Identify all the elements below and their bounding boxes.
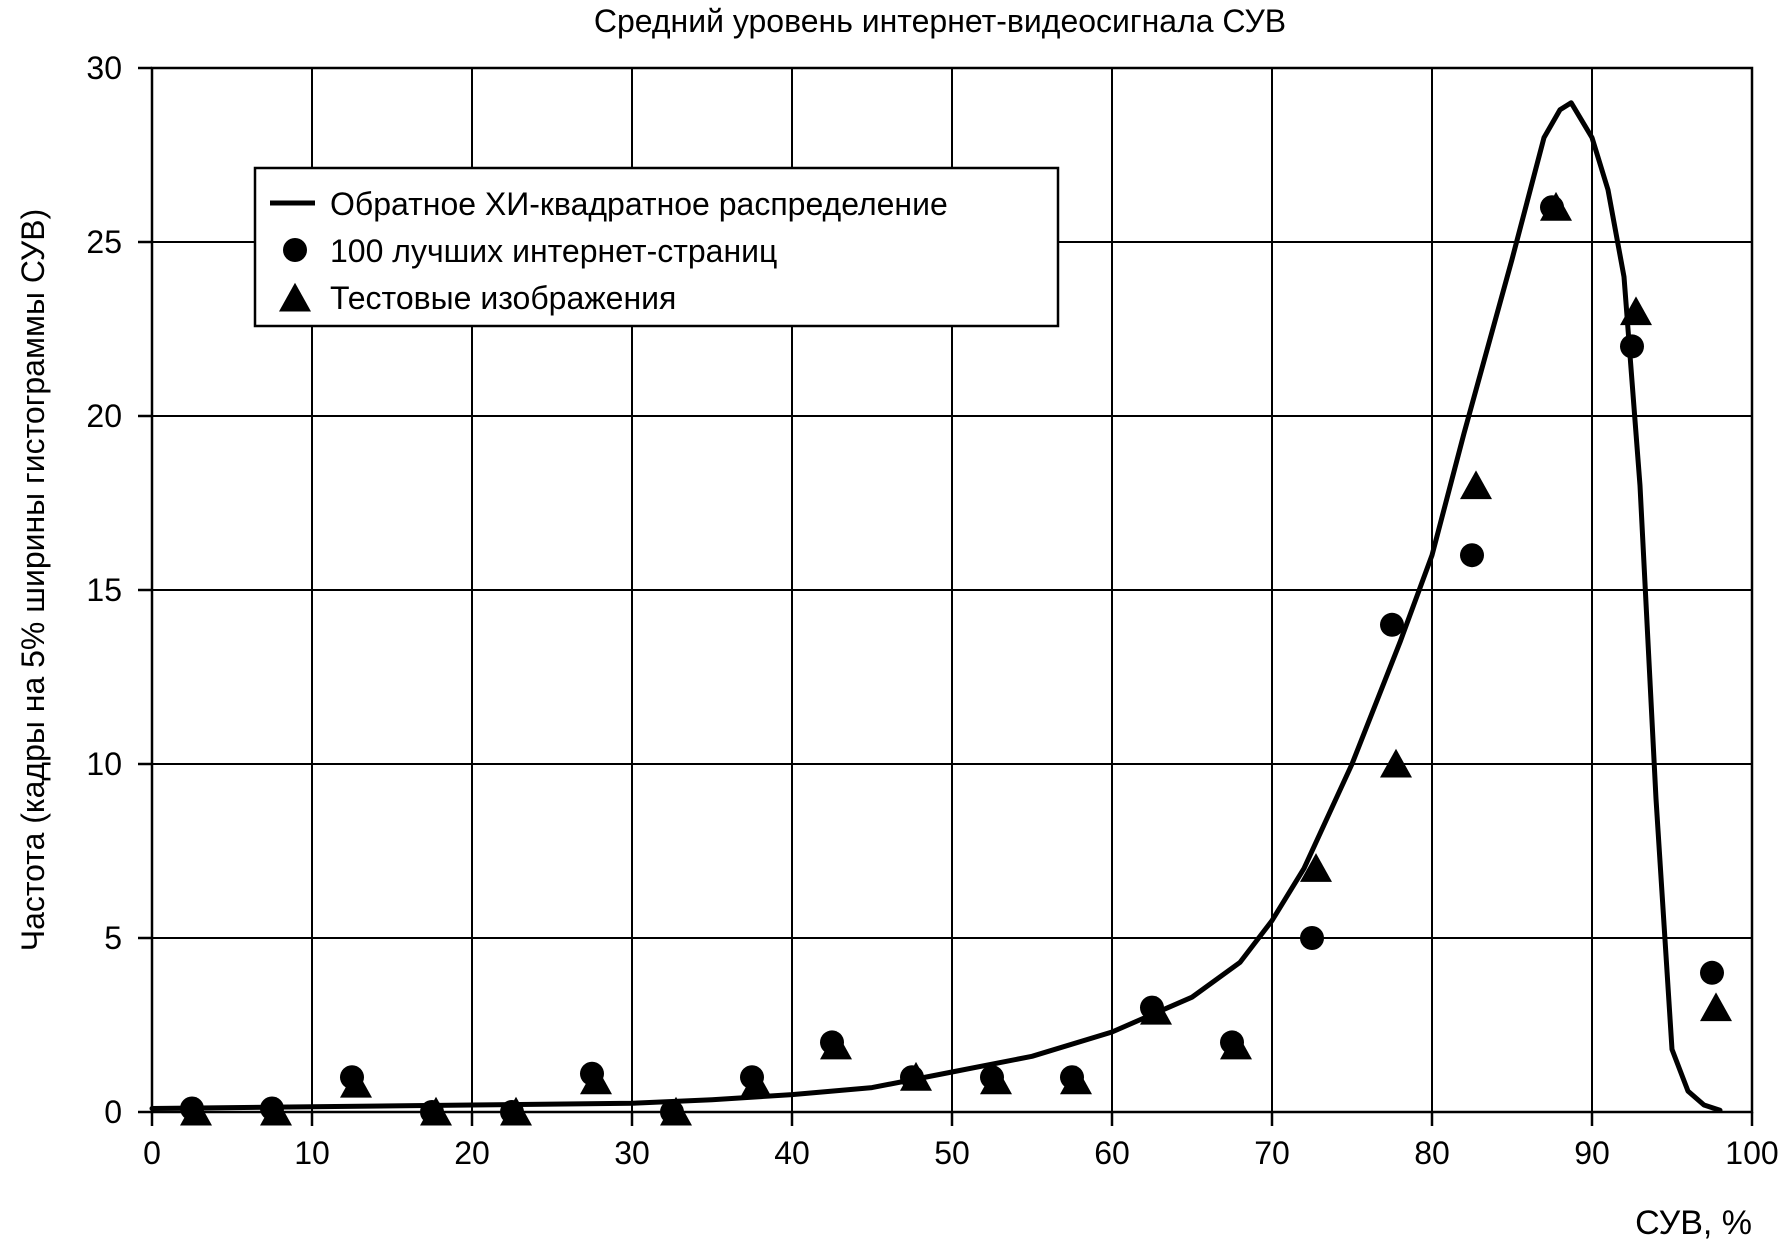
x-tick-label: 80 [1414,1135,1450,1171]
x-tick-label: 70 [1254,1135,1290,1171]
data-point-triangle [820,1030,852,1060]
x-tick-label: 20 [454,1135,490,1171]
y-axis-label: Частота (кадры на 5% ширины гистограммы … [15,209,51,951]
x-tick-label: 10 [294,1135,330,1171]
data-point-triangle [1620,296,1652,326]
data-point-circle [1620,334,1644,359]
data-point-circle [1700,960,1724,985]
legend-circle-swatch [283,238,307,262]
legend-label: Обратное ХИ-квадратное распределение [330,186,948,222]
data-point-triangle [1060,1065,1092,1095]
data-point-circle [1380,612,1404,637]
y-tick-label: 15 [86,572,122,608]
chart-title: Средний уровень интернет-видеосигнала СУ… [594,3,1286,39]
data-point-circle [1460,543,1484,568]
data-point-circle [1300,926,1324,950]
legend-label: Тестовые изображения [330,280,676,316]
y-tick-label: 25 [86,224,122,260]
y-tick-label: 20 [86,398,122,434]
data-point-triangle [1460,470,1492,500]
y-tick-label: 10 [86,746,122,782]
data-point-triangle [900,1061,932,1091]
data-point-triangle [420,1096,452,1126]
x-tick-label: 0 [143,1135,161,1171]
y-tick-label: 0 [104,1094,122,1130]
data-point-triangle [260,1096,292,1126]
x-tick-label: 40 [774,1135,810,1171]
series-line-chi-square [149,100,1723,1113]
x-tick-label: 90 [1574,1135,1610,1171]
data-point-triangle [180,1096,212,1126]
data-point-triangle [580,1065,612,1095]
axes: 0 10 20 30 40 50 60 70 80 90 100 0 5 10 15 20 25 30 [86,50,1778,1171]
legend-box [253,166,1060,328]
plot-area [149,100,1732,1126]
legend: Обратное ХИ-квадратное распределение 100 … [253,166,1060,328]
x-tick-label: 100 [1725,1135,1778,1171]
data-point-triangle [1700,992,1732,1022]
legend-label: 100 лучших интернет-страниц [330,233,777,269]
data-point-triangle [340,1068,372,1098]
data-point-triangle [500,1096,532,1126]
data-point-triangle [1300,853,1332,882]
data-point-triangle [1380,748,1412,778]
data-point-triangle [740,1068,772,1098]
x-tick-label: 50 [934,1135,970,1171]
data-point-triangle [1540,191,1572,221]
y-tick-label: 30 [86,50,122,86]
legend-triangle-swatch [279,282,311,312]
data-point-triangle [1140,995,1172,1025]
x-tick-label: 60 [1094,1135,1130,1171]
x-axis-label: СУВ, % [1635,1204,1752,1242]
data-point-triangle [1220,1030,1252,1060]
data-point-triangle [660,1096,692,1126]
x-tick-label: 30 [614,1135,650,1171]
y-tick-label: 5 [104,920,122,956]
data-point-triangle [980,1065,1012,1095]
